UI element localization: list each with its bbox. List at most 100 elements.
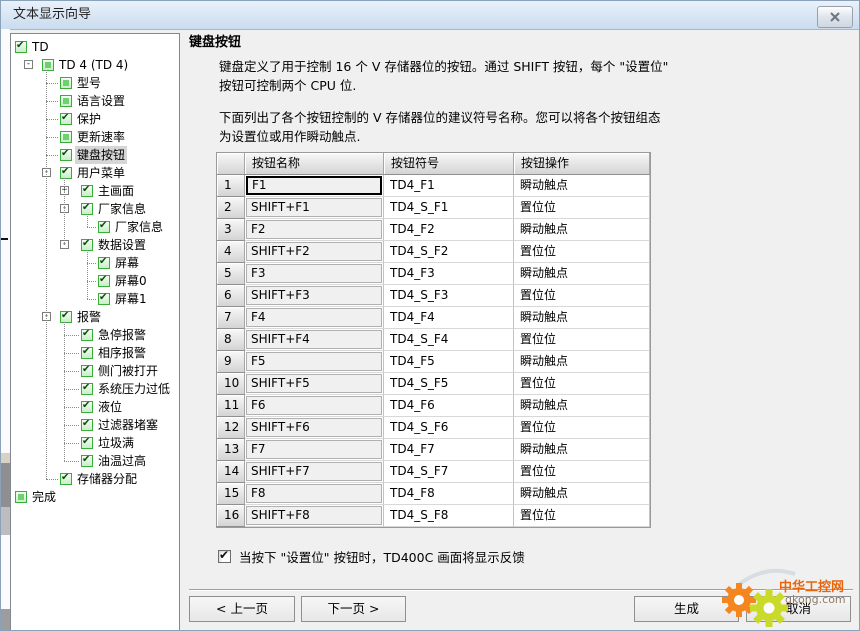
button-action-cell[interactable]: 置位位 <box>514 241 650 263</box>
collapse-icon[interactable]: - <box>24 59 33 69</box>
button-symbol-cell[interactable]: TD4_S_F5 <box>384 373 514 395</box>
button-action-cell[interactable]: 瞬动触点 <box>514 175 650 197</box>
button-action-cell[interactable]: 置位位 <box>514 505 650 527</box>
button-action-cell[interactable]: 瞬动触点 <box>514 351 650 373</box>
step-icon[interactable] <box>60 77 72 89</box>
tree-item[interactable]: 存储器分配 <box>11 470 179 488</box>
button-name-field[interactable]: F6 <box>246 396 382 415</box>
button-action-cell[interactable]: 瞬动触点 <box>514 307 650 329</box>
button-action-cell[interactable]: 瞬动触点 <box>514 263 650 285</box>
button-name-field[interactable]: SHIFT+F5 <box>246 374 382 393</box>
button-symbol-cell[interactable]: TD4_F4 <box>384 307 514 329</box>
checked-step-icon[interactable] <box>81 400 93 413</box>
button-action-cell[interactable]: 置位位 <box>514 373 650 395</box>
checked-step-icon[interactable] <box>60 166 72 179</box>
button-action-cell[interactable]: 瞬动触点 <box>514 439 650 461</box>
button-symbol-cell[interactable]: TD4_F3 <box>384 263 514 285</box>
tree-item[interactable]: 急停报警 <box>11 326 179 344</box>
button-symbol-cell[interactable]: TD4_S_F6 <box>384 417 514 439</box>
checked-step-icon[interactable] <box>60 310 72 323</box>
button-name-field[interactable]: SHIFT+F2 <box>246 242 382 261</box>
checked-step-icon[interactable] <box>60 148 72 161</box>
button-name-field[interactable]: SHIFT+F3 <box>246 286 382 305</box>
checked-step-icon[interactable] <box>81 454 93 467</box>
tree-item[interactable]: - TD 4 (TD 4) <box>11 56 179 74</box>
button-name-field[interactable]: F2 <box>246 220 382 239</box>
tree-item[interactable]: 垃圾满 <box>11 434 179 452</box>
button-symbol-cell[interactable]: TD4_F5 <box>384 351 514 373</box>
checked-step-icon[interactable] <box>81 382 93 395</box>
button-name-field[interactable]: SHIFT+F6 <box>246 418 382 437</box>
checked-step-icon[interactable] <box>60 112 72 125</box>
tree-item[interactable]: -厂家信息 <box>11 200 179 218</box>
checked-step-icon[interactable] <box>60 472 72 485</box>
button-symbol-cell[interactable]: TD4_S_F2 <box>384 241 514 263</box>
tree-item[interactable]: TD <box>11 38 179 56</box>
button-name-field[interactable]: F4 <box>246 308 382 327</box>
button-symbol-cell[interactable]: TD4_F8 <box>384 483 514 505</box>
tree-item[interactable]: 侧门被打开 <box>11 362 179 380</box>
button-action-cell[interactable]: 瞬动触点 <box>514 219 650 241</box>
tree-item[interactable]: 过滤器堵塞 <box>11 416 179 434</box>
tree-item[interactable]: 更新速率 <box>11 128 179 146</box>
button-name-field[interactable]: F8 <box>246 484 382 503</box>
tree-item[interactable]: -数据设置 <box>11 236 179 254</box>
tree-item[interactable]: -用户菜单 <box>11 164 179 182</box>
checked-step-icon[interactable] <box>98 292 110 305</box>
button-symbol-cell[interactable]: TD4_S_F7 <box>384 461 514 483</box>
tree-item[interactable]: 相序报警 <box>11 344 179 362</box>
tree-item[interactable]: 保护 <box>11 110 179 128</box>
tree-item[interactable]: 屏幕 <box>11 254 179 272</box>
tree-item[interactable]: 厂家信息 <box>11 218 179 236</box>
checked-step-icon[interactable] <box>98 220 110 233</box>
button-symbol-cell[interactable]: TD4_S_F4 <box>384 329 514 351</box>
tree-item[interactable]: 油温过高 <box>11 452 179 470</box>
button-symbol-cell[interactable]: TD4_F2 <box>384 219 514 241</box>
button-action-cell[interactable]: 置位位 <box>514 197 650 219</box>
button-action-cell[interactable]: 置位位 <box>514 285 650 307</box>
step-icon[interactable] <box>15 491 27 503</box>
button-action-cell[interactable]: 瞬动触点 <box>514 483 650 505</box>
button-action-cell[interactable]: 置位位 <box>514 329 650 351</box>
button-name-field[interactable]: F3 <box>246 264 382 283</box>
tree-item[interactable]: 完成 <box>11 488 179 506</box>
button-action-cell[interactable]: 瞬动触点 <box>514 395 650 417</box>
next-page-button[interactable]: 下一页 > <box>301 596 406 622</box>
button-action-cell[interactable]: 置位位 <box>514 461 650 483</box>
tree-item[interactable]: 语言设置 <box>11 92 179 110</box>
feedback-checkbox[interactable] <box>218 548 231 563</box>
tree-item[interactable]: 系统压力过低 <box>11 380 179 398</box>
tree-item[interactable]: 键盘按钮 <box>11 146 179 164</box>
button-name-field[interactable]: SHIFT+F8 <box>246 506 382 525</box>
checked-step-icon[interactable] <box>15 40 27 53</box>
tree-item[interactable]: 型号 <box>11 74 179 92</box>
checked-step-icon[interactable] <box>81 184 93 197</box>
checked-step-icon[interactable] <box>81 436 93 449</box>
title-bar[interactable]: 文本显示向导 <box>1 1 859 30</box>
button-symbol-cell[interactable]: TD4_F6 <box>384 395 514 417</box>
step-icon[interactable] <box>60 95 72 107</box>
previous-page-button[interactable]: < 上一页 <box>189 596 295 622</box>
tree-item[interactable]: +主画面 <box>11 182 179 200</box>
checked-step-icon[interactable] <box>81 346 93 359</box>
close-button[interactable] <box>817 6 853 28</box>
checked-step-icon[interactable] <box>81 418 93 431</box>
button-name-field[interactable]: F5 <box>246 352 382 371</box>
checked-step-icon[interactable] <box>98 256 110 269</box>
checked-step-icon[interactable] <box>98 274 110 287</box>
button-name-field[interactable]: SHIFT+F7 <box>246 462 382 481</box>
generate-button[interactable]: 生成 <box>634 596 739 622</box>
button-name-field[interactable]: SHIFT+F1 <box>246 198 382 217</box>
cancel-button[interactable]: 取消 <box>746 596 851 622</box>
button-name-field[interactable]: F7 <box>246 440 382 459</box>
step-icon[interactable] <box>60 131 72 143</box>
button-name-field[interactable]: SHIFT+F4 <box>246 330 382 349</box>
step-icon[interactable] <box>42 59 54 71</box>
tree-item[interactable]: 液位 <box>11 398 179 416</box>
wizard-step-tree[interactable]: TD-TD 4 (TD 4)型号语言设置保护更新速率键盘按钮-用户菜单+主画面-… <box>10 33 180 630</box>
tree-item[interactable]: 屏幕1 <box>11 290 179 308</box>
button-symbol-cell[interactable]: TD4_S_F1 <box>384 197 514 219</box>
button-symbol-cell[interactable]: TD4_F7 <box>384 439 514 461</box>
tree-item[interactable]: -报警 <box>11 308 179 326</box>
checked-step-icon[interactable] <box>81 328 93 341</box>
